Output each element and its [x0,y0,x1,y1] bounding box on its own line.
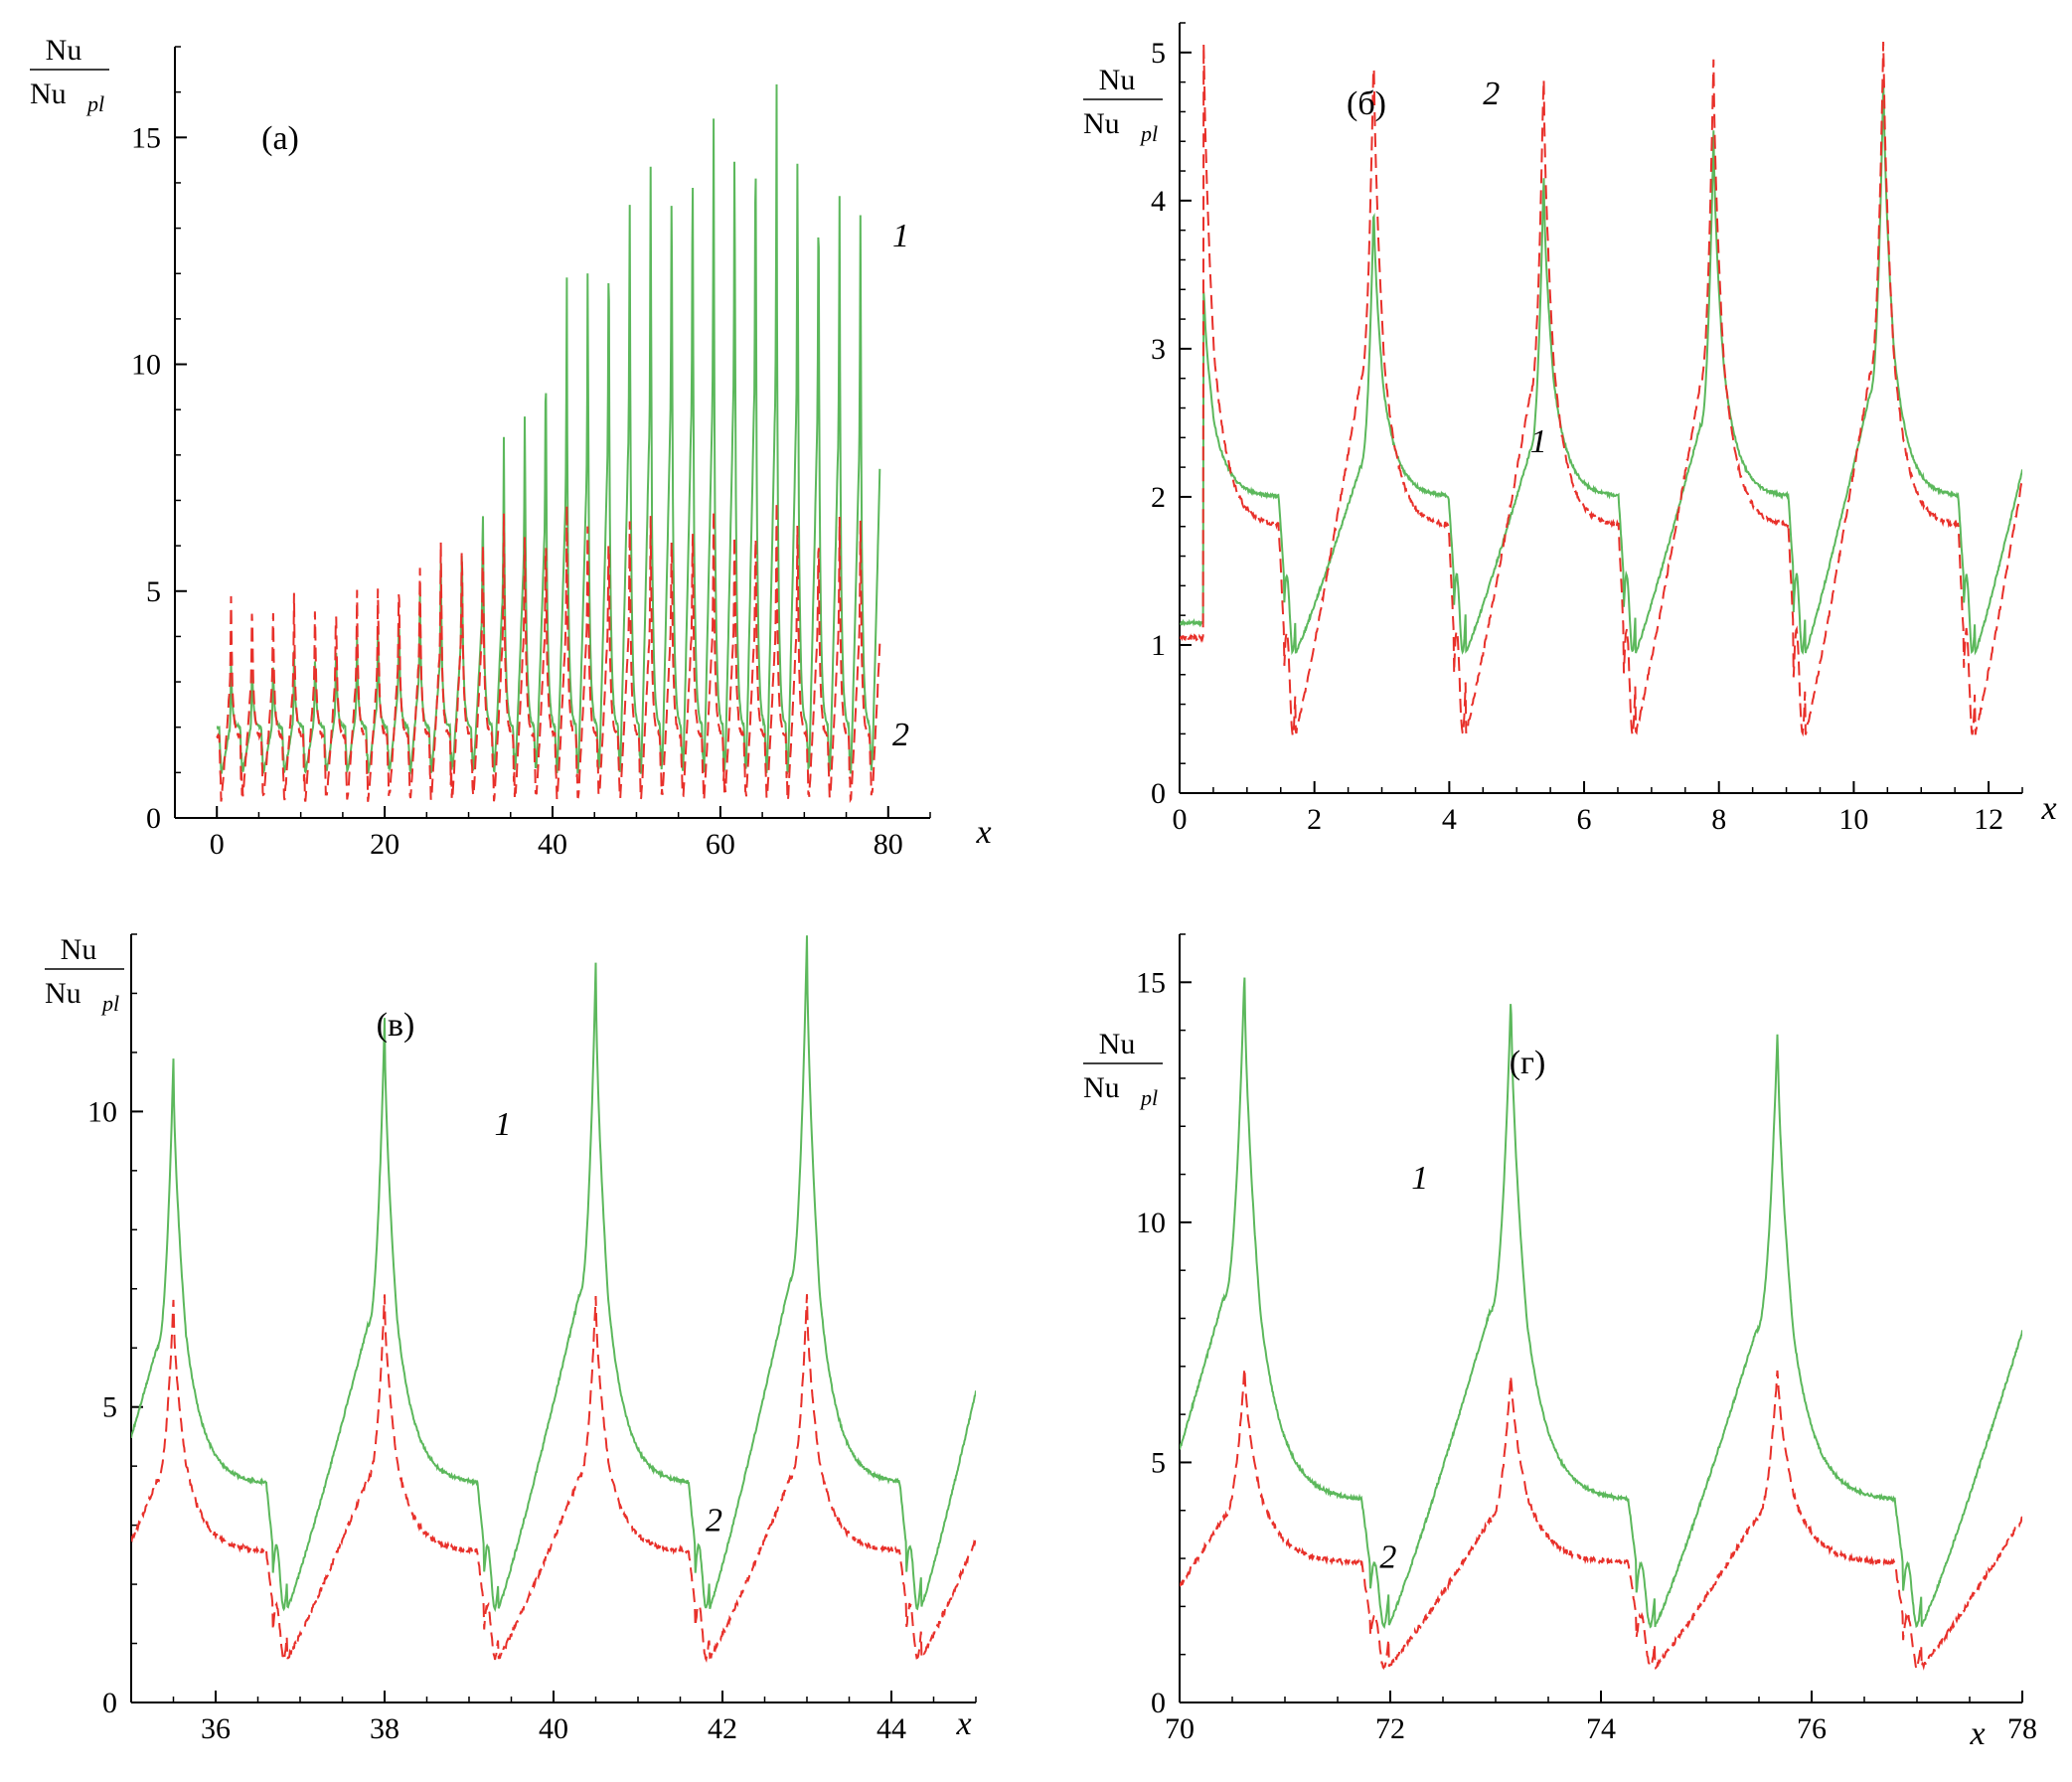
series-1-label: 1 [892,218,909,254]
series-1-line [216,83,881,775]
panel-label: (б) [1347,85,1386,122]
x-axis-label: x [1969,1715,1985,1752]
x-axis-label: x [975,814,991,851]
x-axis-label: x [955,1705,971,1742]
y-axis-label-subscript: pl [100,991,119,1016]
y-tick-label: 5 [1151,1446,1166,1479]
y-tick-label: 5 [102,1391,117,1424]
series-2-line [1180,41,2022,738]
series-1-line [1180,977,2022,1630]
x-tick-label: 76 [1797,1712,1827,1745]
y-axis-label-numerator: Nu [61,933,97,966]
panel-v: 36 38 40 42 44 0 5 10 1 2 (в) x Nu Nu pl [45,933,977,1745]
y-tick-label: 3 [1151,333,1166,366]
series-2-line [1180,1368,2022,1673]
series-2-line [131,1294,976,1664]
y-tick-label: 15 [1136,966,1166,999]
y-tick-label: 10 [1136,1207,1166,1239]
x-tick-label: 60 [706,828,735,861]
y-tick-label: 0 [1151,1687,1166,1719]
y-tick-label: 5 [1151,37,1166,70]
x-tick-label: 12 [1974,803,2003,836]
x-axis-label: x [2040,790,2056,827]
y-tick-label: 10 [131,349,161,382]
series-1-label: 1 [1411,1160,1428,1197]
y-tick-label: 0 [102,1687,117,1719]
x-tick-label: 0 [1173,803,1188,836]
x-tick-label: 74 [1586,1712,1616,1745]
y-axis-label-numerator: Nu [1099,64,1136,96]
y-axis-label-numerator: Nu [46,34,82,67]
x-tick-label: 4 [1442,803,1457,836]
series-2-label: 2 [706,1503,722,1539]
x-tick-label: 70 [1165,1712,1195,1745]
y-tick-label: 5 [146,575,161,608]
x-tick-label: 36 [201,1712,231,1745]
y-axis-label-subscript: pl [1139,1085,1158,1110]
x-tick-label: 80 [874,828,903,861]
series-2-label: 2 [1483,76,1500,112]
series-1-label: 1 [495,1106,512,1143]
y-tick-label: 10 [87,1095,117,1128]
y-tick-label: 0 [146,802,161,835]
x-tick-label: 20 [370,828,399,861]
x-tick-label: 38 [370,1712,399,1745]
x-tick-label: 72 [1375,1712,1405,1745]
series-1-line [131,935,976,1613]
x-tick-label: 40 [539,1712,568,1745]
x-tick-label: 10 [1838,803,1868,836]
x-tick-label: 44 [877,1712,906,1745]
panel-label: (г) [1510,1045,1546,1081]
x-tick-label: 42 [708,1712,737,1745]
series-2-label: 2 [892,717,909,753]
x-tick-label: 8 [1711,803,1726,836]
panel-label: (a) [261,120,299,157]
x-tick-label: 6 [1577,803,1592,836]
series-2-label: 2 [1379,1539,1396,1576]
series-1-line [1180,80,2022,656]
y-axis-label-subscript: pl [85,91,104,116]
x-tick-label: 0 [210,828,225,861]
panel-g: 70 72 74 76 78 0 5 10 15 1 2 (г) x Nu Nu pl [1083,933,2037,1752]
x-tick-label: 78 [2007,1712,2037,1745]
panel-a: 0 20 40 60 80 0 5 10 15 1 2 (a) x Nu Nu pl [30,34,992,861]
y-tick-label: 15 [131,121,161,154]
y-tick-label: 2 [1151,481,1166,514]
x-tick-label: 2 [1307,803,1322,836]
panel-label: (в) [377,1007,415,1044]
y-axis-label-denominator: Nu [45,977,81,1010]
series-1-label: 1 [1530,423,1547,460]
y-tick-label: 1 [1151,629,1166,662]
y-axis-label-denominator: Nu [30,78,67,110]
y-axis-label-denominator: Nu [1083,107,1120,140]
y-axis-label-numerator: Nu [1099,1028,1136,1060]
y-tick-label: 4 [1151,185,1166,218]
x-tick-label: 40 [538,828,567,861]
y-axis-label-subscript: pl [1139,121,1158,146]
series-2-line [216,502,881,804]
y-axis-label-denominator: Nu [1083,1071,1120,1104]
y-tick-label: 0 [1151,777,1166,810]
